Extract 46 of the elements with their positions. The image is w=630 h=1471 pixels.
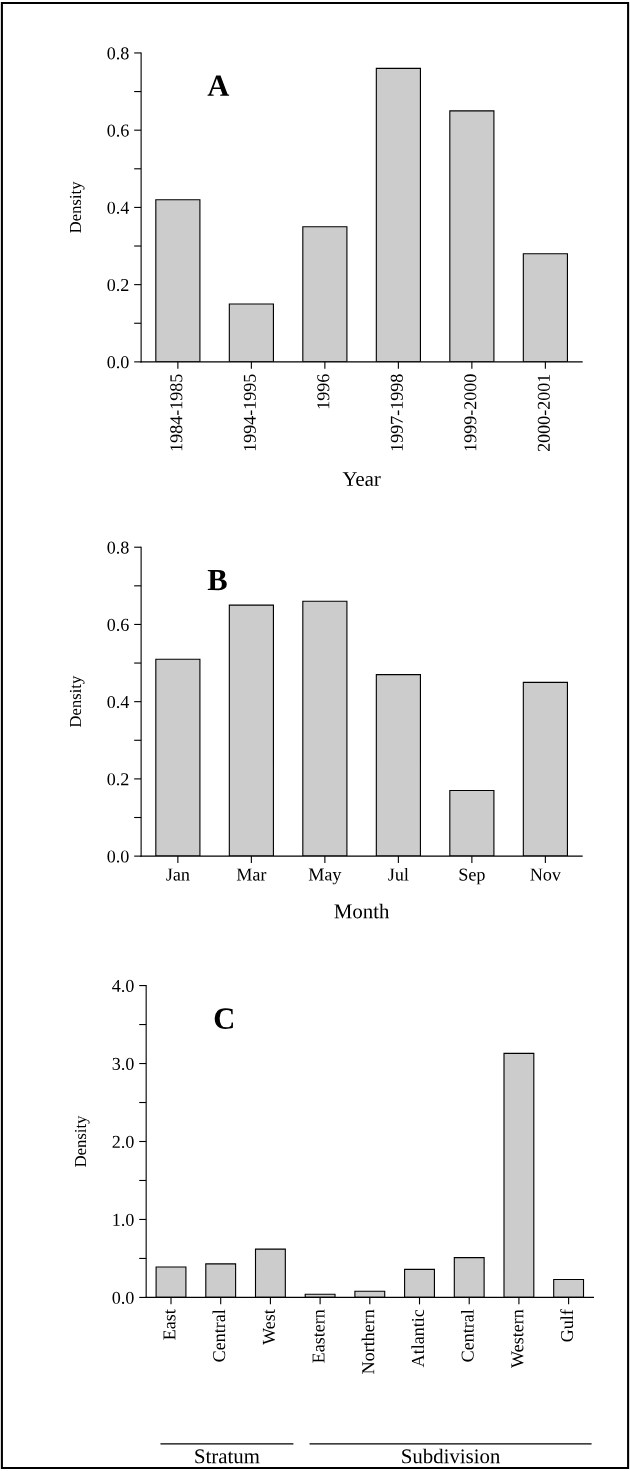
x-tick-label: Central bbox=[212, 1309, 226, 1362]
text: A bbox=[207, 75, 230, 96]
x-tick-label: 1996 bbox=[317, 374, 330, 409]
y-axis-title: Density bbox=[69, 181, 85, 233]
y-tick-label: 0.8 bbox=[107, 47, 129, 60]
x-tick-label: Northern bbox=[361, 1309, 375, 1374]
y-axis-title: Density bbox=[74, 1115, 90, 1167]
x-tick-label: Western bbox=[511, 1309, 524, 1368]
x-tick-label: Jan bbox=[166, 868, 190, 881]
y-tick-label: 1.0 bbox=[113, 1213, 134, 1226]
x-tick-label: Gulf bbox=[560, 1309, 574, 1342]
x-tick-label: West bbox=[262, 1309, 276, 1345]
y-axis-title: Density bbox=[69, 675, 85, 728]
x-tick-label: Central bbox=[461, 1309, 474, 1362]
y-tick-label: 0.6 bbox=[107, 124, 129, 137]
y-tick-label: 0.0 bbox=[107, 356, 129, 369]
y-tick-label: 0.0 bbox=[112, 1291, 134, 1304]
text: Subdivision bbox=[402, 1448, 501, 1464]
x-tick-label: Nov bbox=[530, 868, 561, 881]
x-tick-label: Mar bbox=[236, 868, 267, 881]
x-tick-label: 1984-1985 bbox=[170, 374, 183, 451]
text: Stratum bbox=[195, 1449, 260, 1464]
x-tick-label: Sep bbox=[459, 868, 485, 885]
x-tick-label: 1994-1995 bbox=[243, 374, 256, 451]
y-tick-label: 0.2 bbox=[107, 773, 129, 786]
x-tick-label: Atlantic bbox=[411, 1309, 425, 1368]
x-tick-label: May bbox=[308, 868, 342, 885]
x-tick-label: Eastern bbox=[312, 1309, 325, 1363]
text: B bbox=[207, 570, 227, 591]
x-tick-label: East bbox=[163, 1309, 176, 1340]
x-tick-label: 2000-2001 bbox=[537, 374, 550, 452]
text: C bbox=[214, 1008, 233, 1029]
x-tick-label: 1997-1998 bbox=[390, 374, 403, 451]
x-tick-label: 1999-2000 bbox=[464, 374, 477, 451]
y-tick-label: 4.0 bbox=[112, 979, 134, 993]
y-tick-label: 0.8 bbox=[107, 541, 129, 554]
y-tick-label: 0.2 bbox=[107, 278, 129, 292]
y-tick-label: 0.0 bbox=[107, 850, 129, 863]
x-axis-title: Year bbox=[342, 472, 381, 487]
x-axis-title: Month bbox=[334, 903, 390, 919]
y-tick-label: 2.0 bbox=[112, 1135, 134, 1149]
y-tick-label: 0.4 bbox=[107, 201, 130, 214]
x-tick-label: Jul bbox=[388, 867, 409, 881]
y-tick-label: 3.0 bbox=[112, 1057, 134, 1071]
y-tick-label: 0.6 bbox=[107, 618, 129, 631]
y-tick-label: 0.4 bbox=[107, 695, 130, 709]
